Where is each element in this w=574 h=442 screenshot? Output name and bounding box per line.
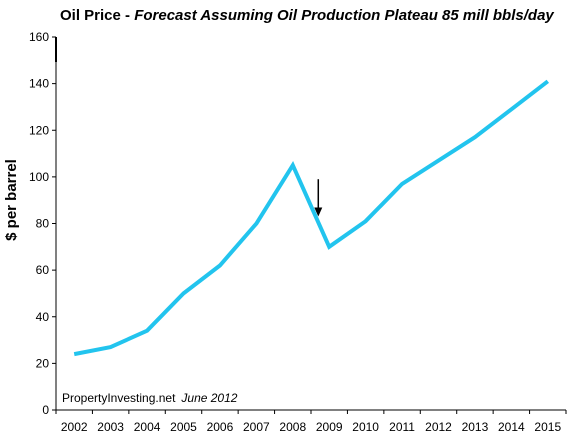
x-axis-ticks: 2002 2003 2004 2005 2006 2007 2008 2009 2010 2011… xyxy=(55,410,567,434)
x-tick-label: 2010 xyxy=(352,420,379,434)
x-tick-label: 2013 xyxy=(462,420,489,434)
y-tick-label: 140 xyxy=(29,77,49,91)
y-tick-label: 0 xyxy=(42,403,49,417)
series-group xyxy=(73,79,550,357)
x-tick-label: 2011 xyxy=(389,420,415,434)
y-axis-title: $ per barrel xyxy=(3,159,20,241)
chart-title-main: Oil Price - xyxy=(60,7,134,24)
y-tick-label: 40 xyxy=(36,310,50,324)
x-tick-label: 2005 xyxy=(170,420,197,434)
x-tick-label: 2007 xyxy=(243,420,270,434)
x-tick-label: 2003 xyxy=(97,420,124,434)
y-tick-label: 80 xyxy=(36,217,50,231)
series-line xyxy=(73,79,550,357)
y-tick-label: 100 xyxy=(29,170,49,184)
x-tick-label: 2008 xyxy=(279,420,306,434)
x-tick-label: 2009 xyxy=(316,420,343,434)
arrow-head xyxy=(314,207,323,217)
source-date: June 2012 xyxy=(180,391,237,405)
y-tick-label: 60 xyxy=(36,263,50,277)
y-tick-label: 160 xyxy=(29,30,49,44)
x-tick-label: 2012 xyxy=(425,420,452,434)
x-tick-label: 2004 xyxy=(134,420,161,434)
source-label: PropertyInvesting.net xyxy=(62,391,176,405)
x-tick-label: 2014 xyxy=(498,420,525,434)
y-tick-label: 120 xyxy=(29,123,49,137)
y-tick-label: 20 xyxy=(36,356,50,370)
chart-title-sub: Forecast Assuming Oil Production Plateau… xyxy=(134,7,554,24)
annotation-arrow xyxy=(314,179,323,217)
x-tick-label: 2006 xyxy=(207,420,234,434)
y-axis-ticks: 0 20 40 60 80 100 120 140 160 xyxy=(29,30,56,417)
chart-title: Oil Price - Forecast Assuming Oil Produc… xyxy=(60,7,554,24)
x-tick-label: 2015 xyxy=(534,420,561,434)
x-tick-label: 2002 xyxy=(61,420,88,434)
source-note: PropertyInvesting.net June 2012 xyxy=(62,391,238,405)
